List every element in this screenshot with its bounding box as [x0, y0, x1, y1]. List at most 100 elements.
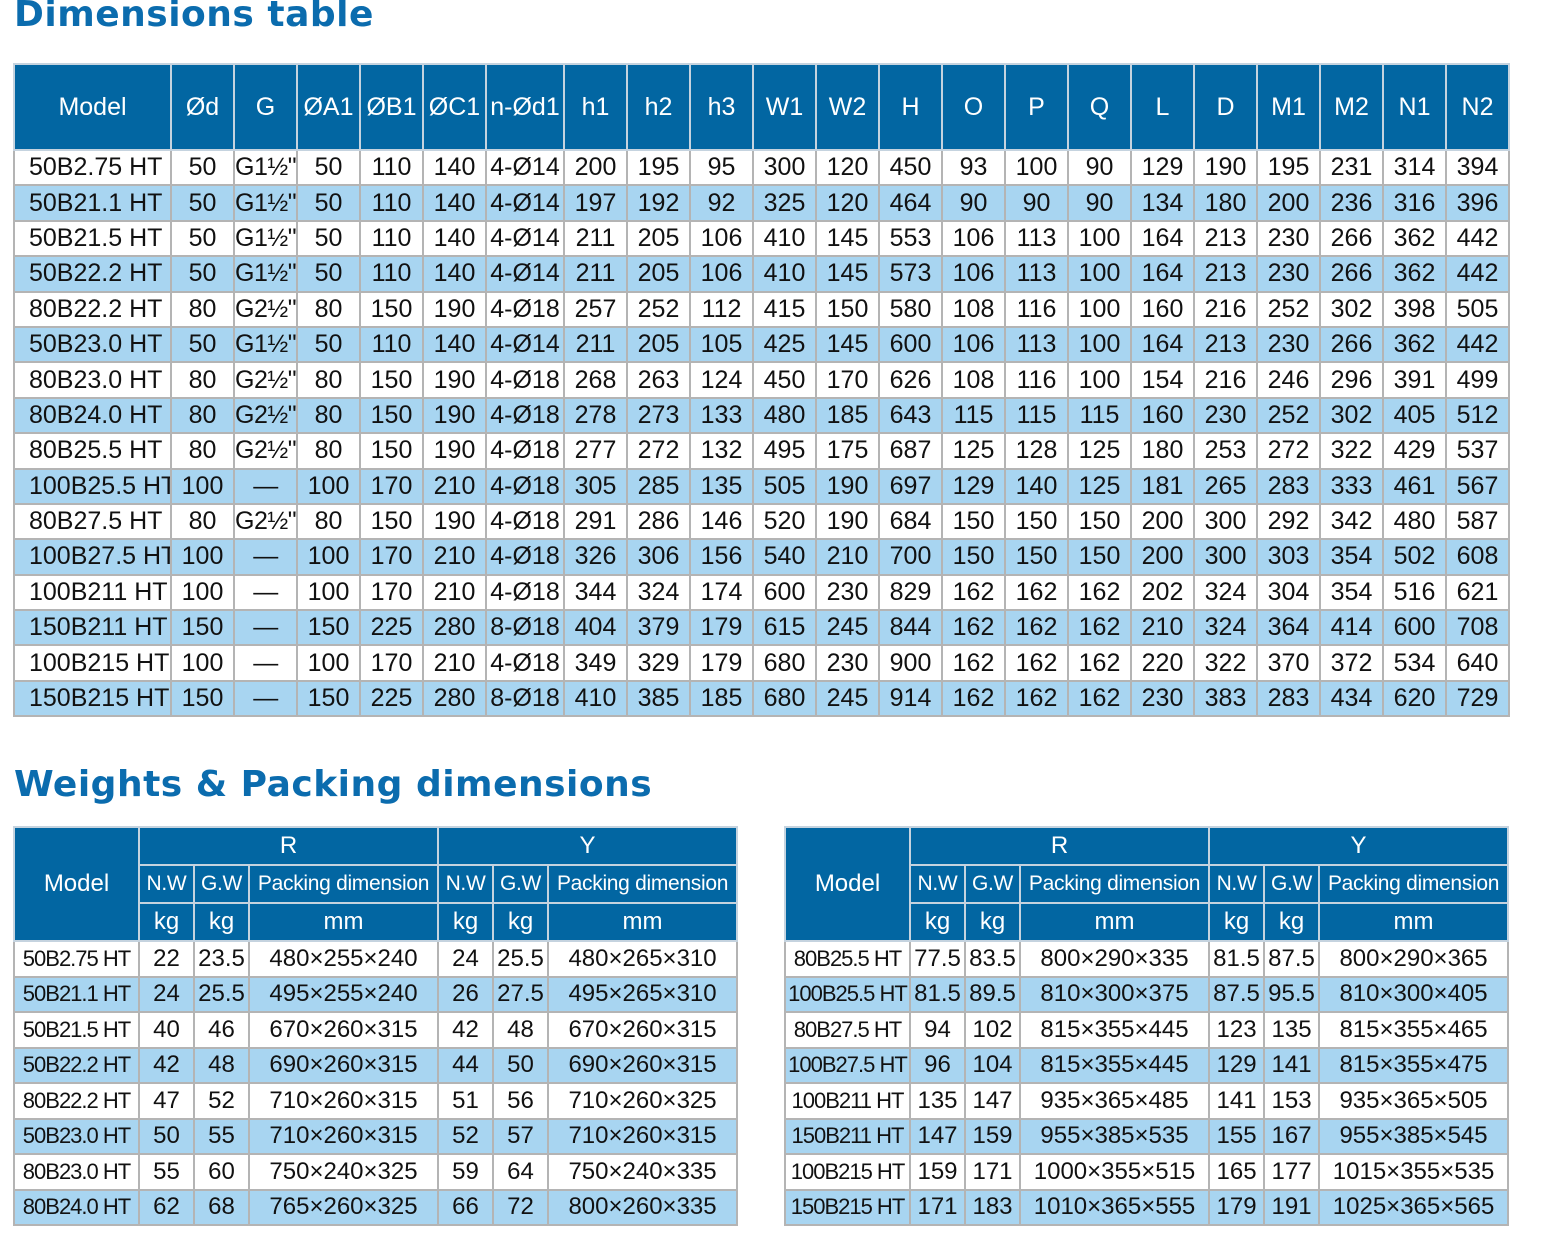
table-cell: 190 [422, 361, 487, 399]
model-cell: 150B211 HT [13, 609, 172, 647]
table-cell: 62 [138, 1188, 195, 1226]
table-cell: 324 [1193, 609, 1258, 647]
table-cell: 230 [815, 573, 880, 612]
table-cell: 175 [815, 432, 880, 470]
group-header: R [908, 826, 1211, 866]
table-cell: 171 [964, 1153, 1021, 1191]
table-cell: 190 [422, 290, 487, 328]
thread-cell: G2½" [233, 361, 298, 399]
table-cell: 600 [878, 325, 943, 364]
table-cell: 48 [193, 1046, 250, 1084]
column-header: G [233, 63, 298, 151]
table-cell: 120 [815, 148, 880, 187]
table-cell: 615 [752, 609, 817, 647]
table-cell: 147 [909, 1117, 966, 1155]
table-cell: 300 [752, 148, 817, 187]
table-cell: 51 [437, 1082, 495, 1120]
table-cell: 316 [1382, 184, 1447, 222]
table-cell: 362 [1382, 255, 1447, 293]
table-cell: 211 [563, 255, 628, 293]
table-cell: 44 [437, 1046, 495, 1084]
table-cell: 1000×355×515 [1018, 1153, 1211, 1191]
table-cell: 710×260×315 [547, 1117, 739, 1155]
table-cell: 815×355×475 [1318, 1046, 1510, 1084]
column-header: W2 [815, 63, 880, 151]
table-cell: 129 [1130, 148, 1195, 187]
table-cell: 268 [563, 361, 628, 399]
table-cell: 537 [1445, 432, 1510, 470]
table-cell: 333 [1319, 467, 1384, 505]
table-cell: 914 [878, 679, 943, 718]
table-cell: 80 [170, 361, 235, 399]
table-cell: 292 [1256, 502, 1321, 541]
table-cell: 700 [878, 538, 943, 576]
table-cell: 200 [1130, 502, 1195, 541]
table-cell: 100 [296, 644, 361, 682]
table-cell: 405 [1382, 396, 1447, 435]
table-cell: 190 [1193, 148, 1258, 187]
table-cell: 394 [1445, 148, 1510, 187]
table-cell: 150 [359, 290, 424, 328]
column-header: N.W [909, 864, 966, 904]
group-header-row: Model R Y [13, 826, 739, 942]
table-cell: 329 [626, 644, 691, 682]
table-cell: 480 [752, 396, 817, 435]
unit-header: kg [964, 902, 1021, 942]
column-header: W1 [752, 63, 817, 151]
table-cell: 80 [170, 502, 235, 541]
table-cell: 4-Ø14 [485, 325, 565, 364]
table-cell: 116 [1004, 361, 1069, 399]
table-cell: 450 [752, 361, 817, 399]
model-cell: 50B2.75 HT [13, 148, 172, 187]
table-row: 100B215 HT 100—100 170 210 4-Ø18 349 329 179 680… [13, 644, 1510, 682]
table-row: 100B211 HT 135 147 935×365×485 141 153 935×365… [784, 1082, 1510, 1120]
table-cell: 132 [689, 432, 754, 470]
table-cell: 587 [1445, 502, 1510, 541]
table-cell: 200 [563, 148, 628, 187]
column-header: H [878, 63, 943, 151]
table-cell: 534 [1382, 644, 1447, 682]
table-cell: 66 [437, 1188, 495, 1226]
table-cell: 177 [1263, 1153, 1321, 1191]
table-cell: 620 [1382, 679, 1447, 718]
table-cell: 110 [359, 148, 424, 187]
table-cell: 162 [1067, 573, 1132, 612]
table-cell: 170 [359, 467, 424, 505]
table-cell: 50 [296, 255, 361, 293]
table-cell: 213 [1193, 219, 1258, 258]
table-cell: 230 [1193, 396, 1258, 435]
column-header: G.W [1263, 864, 1321, 904]
table-cell: 153 [1263, 1082, 1321, 1120]
column-header: Packing dimension [1318, 864, 1510, 904]
table-cell: 495×255×240 [247, 975, 440, 1013]
table-cell: 385 [626, 679, 691, 718]
table-cell: 42 [437, 1011, 495, 1049]
table-cell: 160 [1130, 396, 1195, 435]
table-row: 80B22.2 HT 47 52 710×260×315 51 56 710×260×325 [13, 1082, 739, 1120]
table-cell: 342 [1319, 502, 1384, 541]
unit-header-row: kg kg mm kg kg mm [14, 902, 739, 942]
table-cell: 314 [1382, 148, 1447, 187]
table-cell: 128 [1004, 432, 1069, 470]
table-cell: 150 [941, 502, 1006, 541]
table-cell: 200 [1130, 538, 1195, 576]
dimensions-title: Dimensions table [14, 0, 374, 35]
table-cell: 83.5 [964, 940, 1021, 978]
table-cell: 164 [1130, 255, 1195, 293]
table-cell: 8-Ø18 [485, 609, 565, 647]
table-cell: 502 [1382, 538, 1447, 576]
table-cell: 55 [138, 1153, 195, 1191]
column-header: Model [13, 63, 172, 151]
table-cell: 4-Ø18 [485, 644, 565, 682]
model-cell: 100B215 HT [13, 644, 172, 682]
table-cell: 26 [437, 975, 495, 1013]
model-cell: 150B211 HT [784, 1117, 911, 1155]
table-cell: 25.5 [193, 975, 250, 1013]
table-cell: 210 [422, 467, 487, 505]
table-cell: 125 [941, 432, 1006, 470]
table-cell: 162 [1004, 573, 1069, 612]
table-row: 100B25.5 HT 100—100 170 210 4-Ø18 305 285 135 50… [13, 467, 1510, 505]
table-cell: 263 [626, 361, 691, 399]
table-cell: 540 [752, 538, 817, 576]
table-cell: 95 [689, 148, 754, 187]
